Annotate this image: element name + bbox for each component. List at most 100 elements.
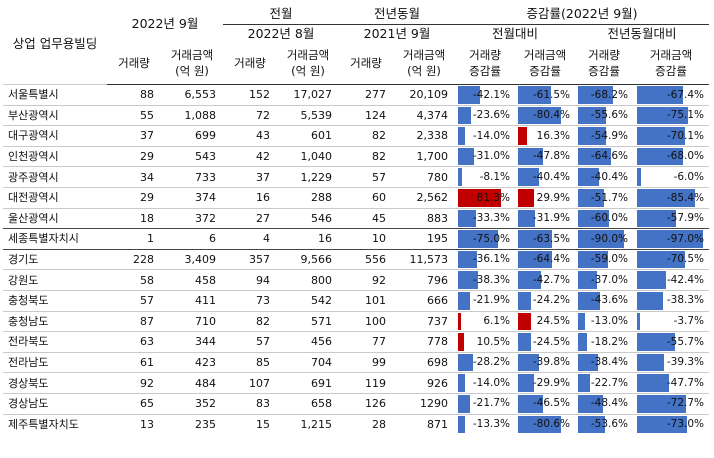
- mom-amt-change-cell: -46.5%: [515, 392, 576, 414]
- cur-amt-header: 거래금액 (억 원): [161, 44, 223, 85]
- mom-vol-change-cell: 10.5%: [455, 331, 516, 353]
- region-name: 강원도: [3, 269, 107, 291]
- current-amount: 6,553: [161, 84, 223, 106]
- negative-data-bar: [458, 230, 499, 248]
- mom-amt-change-cell: -24.2%: [515, 289, 576, 312]
- negative-data-bar: [637, 271, 667, 289]
- change-rate-value: -48.4%: [590, 397, 629, 410]
- mom-amt-change-cell: -42.7%: [515, 269, 576, 291]
- prev-month-volume: 16: [223, 186, 277, 209]
- table-row: 대전광역시 29 374 16 288 60 2,562 81.3% 29.9% -51.7% -8…: [3, 186, 710, 209]
- mom-vol-change-cell: 81.3%: [455, 186, 516, 209]
- region-name: 경상남도: [3, 392, 107, 414]
- prev-month-volume: 83: [223, 392, 277, 414]
- mom-amt-change-cell: 29.9%: [515, 186, 576, 209]
- table-row: 경상남도 65 352 83 658 126 1290 -21.7% -46.5% -48.4% -…: [3, 392, 710, 414]
- table-row: 충청북도 57 411 73 542 101 666 -21.9% -24.2% -43.6% -3…: [3, 289, 710, 312]
- negative-data-bar: [578, 374, 591, 392]
- yoy-amt-change-cell: -68.0%: [633, 145, 710, 167]
- negative-data-bar: [458, 374, 466, 392]
- yoy-amt-change-cell: -47.7%: [633, 372, 710, 394]
- current-volume: 1: [107, 228, 161, 250]
- change-rate-value: -42.4%: [666, 273, 705, 286]
- prev-year-volume: 124: [339, 104, 394, 126]
- change-rate-value: -36.1%: [472, 253, 511, 266]
- prev-year-volume: 28: [339, 413, 394, 435]
- current-volume: 13: [107, 413, 161, 435]
- current-amount: 423: [161, 351, 223, 373]
- table-row: 전라북도 63 344 57 456 77 778 10.5% -24.5% -18.2% -55.…: [3, 331, 710, 353]
- negative-data-bar: [518, 147, 544, 166]
- yoy-vol-change-cell: -60.0%: [575, 207, 634, 229]
- table-row: 광주광역시 34 733 37 1,229 57 780 -8.1% -40.4% -40.4% -…: [3, 166, 710, 188]
- current-amount: 235: [161, 413, 223, 435]
- mom-vol-change-cell: -21.9%: [455, 289, 516, 312]
- change-rate-value: -72.7%: [666, 397, 705, 410]
- current-amount: 458: [161, 269, 223, 291]
- prev-year-volume: 119: [339, 372, 394, 394]
- negative-data-bar: [578, 86, 614, 104]
- negative-data-bar: [637, 127, 686, 145]
- mom-amt-change-cell: -29.9%: [515, 372, 576, 394]
- change-rate-value: -31.9%: [532, 212, 571, 225]
- table-row: 제주특별자치도 13 235 15 1,215 28 871 -13.3% -80.6% -53.…: [3, 413, 710, 435]
- mom-vol-change-cell: -13.3%: [455, 413, 516, 435]
- current-volume: 58: [107, 269, 161, 291]
- prev-year-amount: 780: [393, 166, 456, 188]
- prev-month-volume: 4: [223, 228, 277, 250]
- region-name: 대구광역시: [3, 125, 107, 147]
- negative-data-bar: [518, 271, 542, 289]
- current-volume: 57: [107, 289, 161, 312]
- mom-vol-change-cell: -8.1%: [455, 166, 516, 188]
- change-rate-value: -60.0%: [590, 212, 629, 225]
- positive-data-bar: [518, 127, 528, 145]
- current-volume: 29: [107, 145, 161, 167]
- change-rate-value: -85.4%: [666, 191, 705, 204]
- prev-month-volume: 85: [223, 351, 277, 373]
- current-amount: 344: [161, 331, 223, 353]
- cur-vol-header: 거래량: [107, 44, 161, 85]
- negative-data-bar: [578, 250, 609, 269]
- change-rate-value: -38.3%: [666, 294, 705, 307]
- change-rate-value: -64.6%: [590, 150, 629, 163]
- yoy-vol-change-cell: -68.2%: [575, 84, 634, 106]
- table-row: 서울특별시 88 6,553 152 17,027 277 20,109 -42.1% -61.…: [3, 84, 710, 106]
- region-name: 부산광역시: [3, 104, 107, 126]
- negative-data-bar: [578, 230, 625, 248]
- prev-month-volume: 107: [223, 372, 277, 394]
- region-name: 광주광역시: [3, 166, 107, 188]
- prev-year-amount: 20,109: [393, 84, 456, 106]
- change-rate-value: -21.7%: [472, 397, 511, 410]
- prev-month-amount: 5,539: [277, 104, 340, 126]
- prev-month-amount: 456: [277, 331, 340, 353]
- current-amount: 6: [161, 228, 223, 250]
- change-rate-value: -31.0%: [472, 150, 511, 163]
- prev-year-amount: 883: [393, 207, 456, 229]
- yoy-vol-change-cell: -90.0%: [575, 228, 634, 250]
- mom-header: 전월대비: [492, 26, 539, 42]
- change-rate-value: -70.5%: [666, 253, 705, 266]
- change-rate-value: -61.5%: [532, 88, 571, 101]
- change-rate-value: -68.2%: [590, 88, 629, 101]
- negative-data-bar: [458, 415, 466, 434]
- prev-month-amount: 1,215: [277, 413, 340, 435]
- prev-year-amount: 11,573: [393, 248, 456, 270]
- mom-vol-change-cell: -21.7%: [455, 392, 516, 414]
- mom-amt-change-cell: 16.3%: [515, 125, 576, 147]
- change-rate-value: -6.0%: [673, 170, 705, 183]
- mom-vol-change-cell: 6.1%: [455, 310, 516, 332]
- yoy-vol-change-cell: -13.0%: [575, 310, 634, 332]
- prev-month-volume: 357: [223, 248, 277, 270]
- current-volume: 37: [107, 125, 161, 147]
- negative-data-bar: [637, 291, 664, 310]
- change-rate-value: -13.0%: [590, 315, 629, 328]
- negative-data-bar: [458, 394, 471, 413]
- prev-month-amount: 288: [277, 186, 340, 209]
- py-amt-header: 거래금액 (억 원): [393, 44, 456, 85]
- table-row: 울산광역시 18 372 27 546 45 883 -33.3% -31.9% -60.0% -5…: [3, 207, 710, 229]
- prev-year-amount: 737: [393, 310, 456, 332]
- yoy-amt-change-cell: -70.5%: [633, 248, 710, 270]
- change-rate-value: -70.1%: [666, 129, 705, 142]
- prev-year-amount: 926: [393, 372, 456, 394]
- yoy-amt-change-header: 거래금액 증감률: [633, 44, 710, 85]
